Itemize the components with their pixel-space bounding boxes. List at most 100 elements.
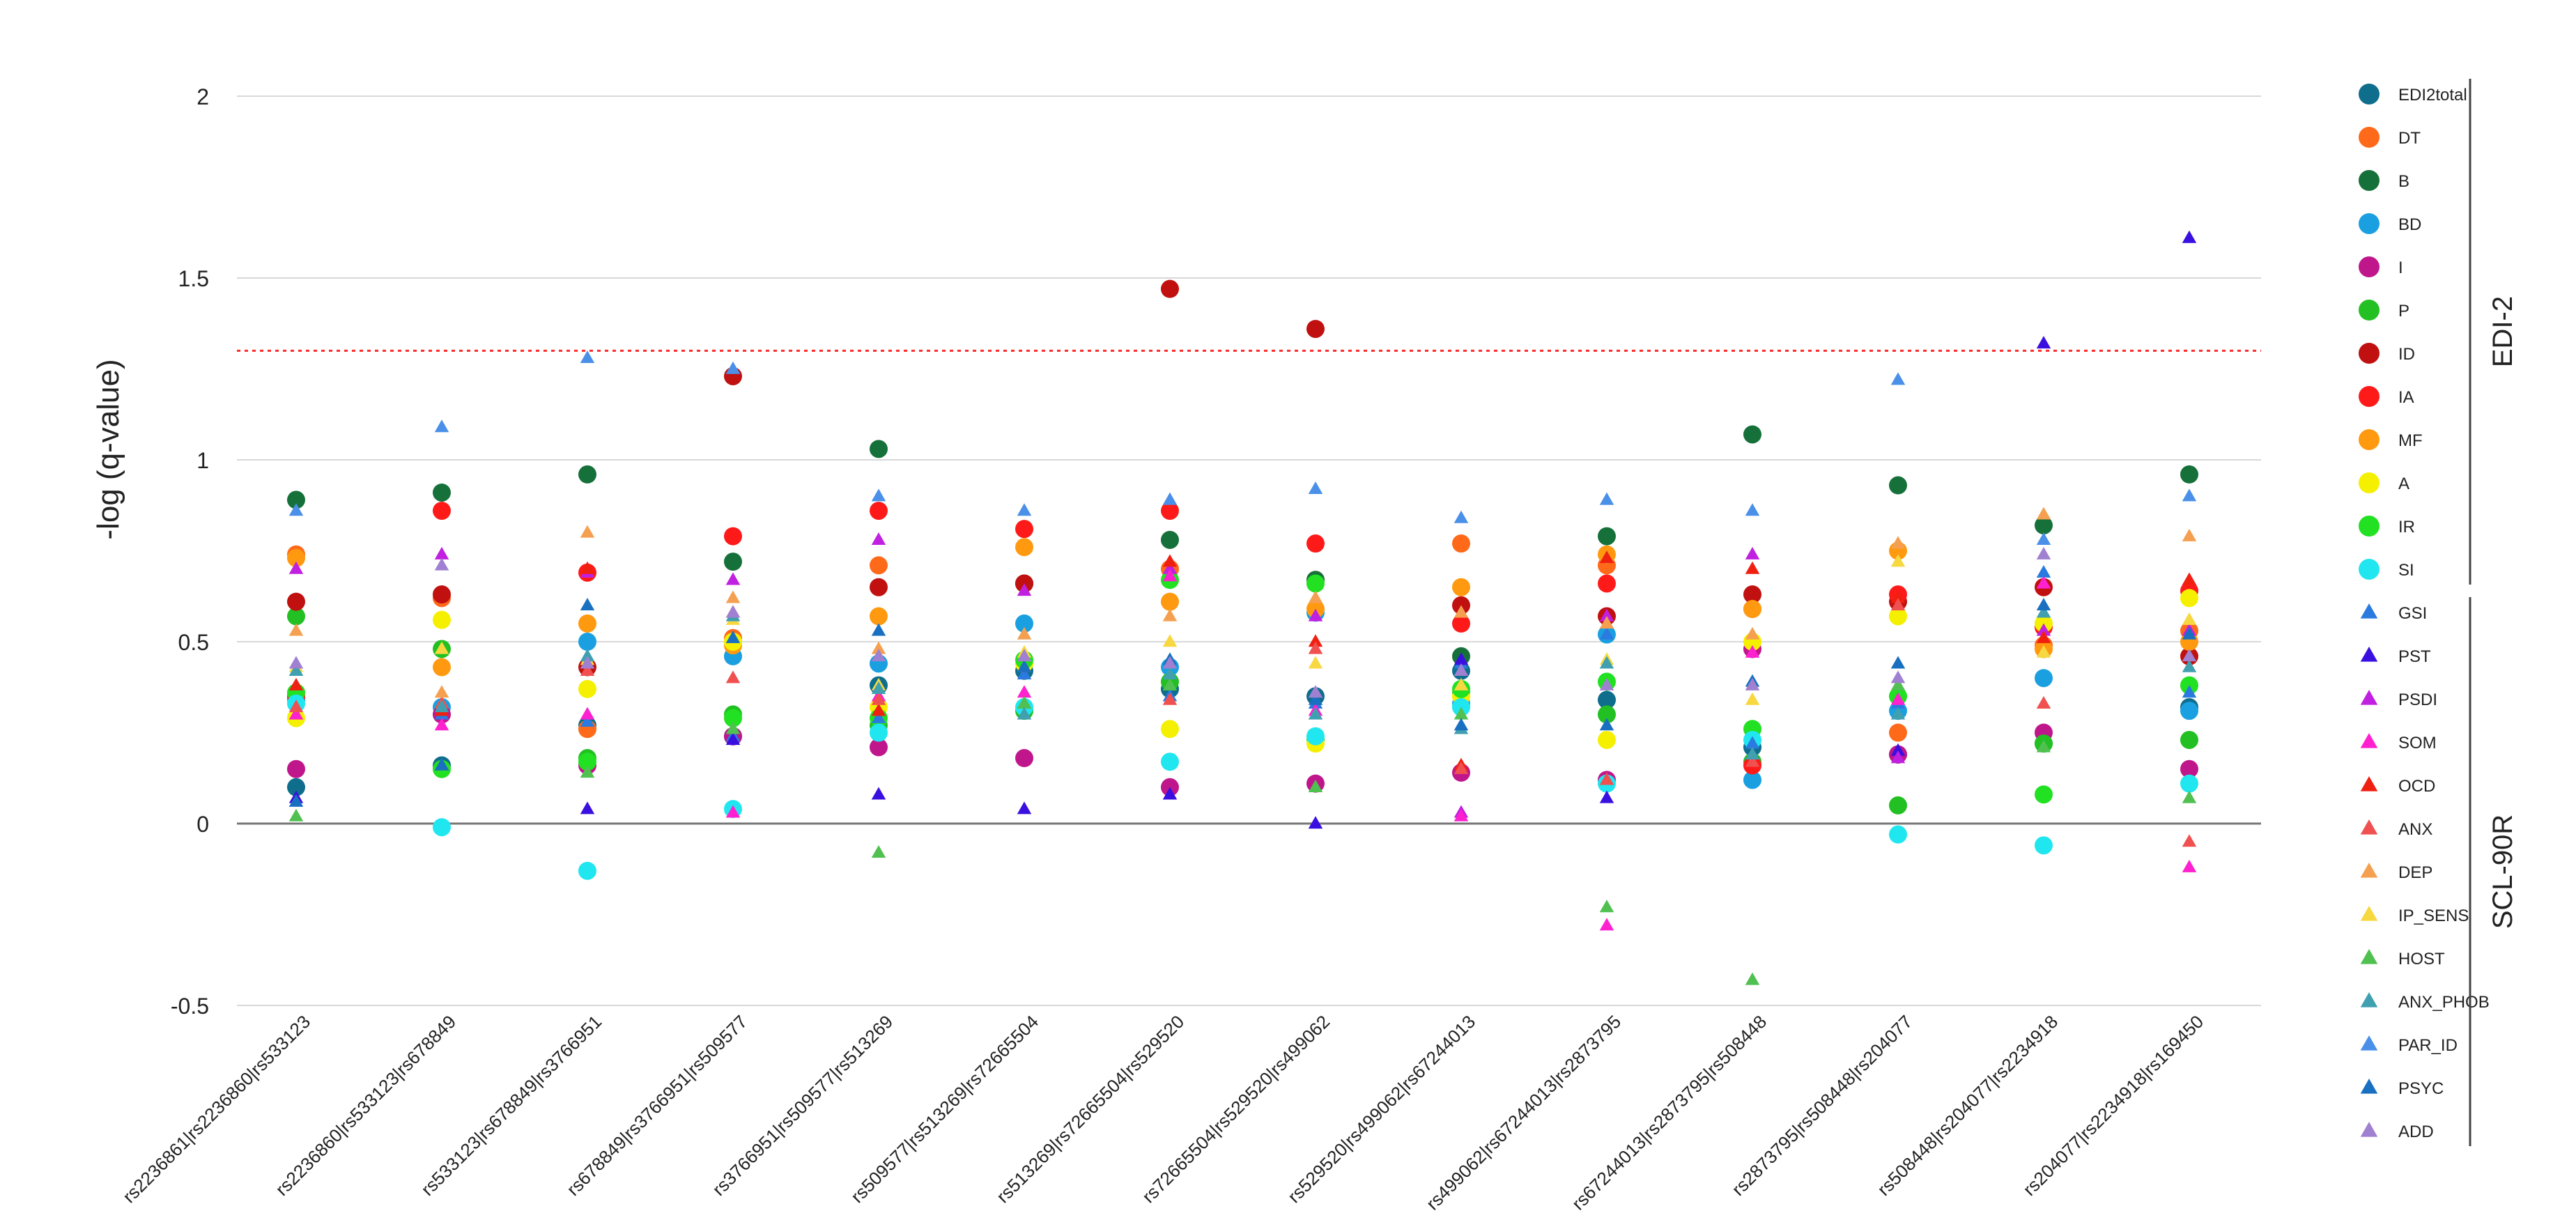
legend-marker-id xyxy=(2359,343,2380,364)
legend-label: ADD xyxy=(2398,1122,2434,1141)
legend-label: EDI2total xyxy=(2398,86,2467,105)
legend-label: MF xyxy=(2398,431,2423,450)
data-point-som xyxy=(1162,569,1178,582)
data-point-pst xyxy=(871,787,886,800)
data-point-host xyxy=(1308,780,1323,792)
data-point-gsi xyxy=(1599,626,1614,640)
data-point-psyc xyxy=(1599,718,1614,731)
data-point-dep xyxy=(725,590,741,603)
data-point-dep xyxy=(580,525,595,538)
data-point-psdi xyxy=(2036,623,2051,636)
data-point-ocd xyxy=(1599,550,1614,564)
legend-marker-bd xyxy=(2359,213,2380,234)
data-point-si xyxy=(1306,727,1325,746)
data-point-host xyxy=(1017,695,1032,709)
data-point-a xyxy=(578,679,596,698)
data-point-dep xyxy=(434,685,449,698)
legend-marker-gsi xyxy=(2360,603,2378,619)
legend-marker-dt xyxy=(2359,127,2380,148)
data-point-par-id xyxy=(1453,510,1469,523)
data-point-pst xyxy=(1162,787,1178,800)
y-tick-label: 0 xyxy=(196,812,209,837)
data-point-anx xyxy=(1308,641,1323,654)
legend-label: ID xyxy=(2398,345,2415,364)
data-point-dep xyxy=(1162,608,1178,622)
legend-marker-ia xyxy=(2359,386,2380,407)
data-point-dep xyxy=(1890,536,1906,549)
data-point-dep xyxy=(1599,616,1614,629)
legend-label: DT xyxy=(2398,129,2421,148)
data-point-host xyxy=(2036,739,2051,753)
y-tick-label: 0.5 xyxy=(178,630,209,655)
legend-label: SI xyxy=(2398,561,2414,580)
data-point-dep xyxy=(1308,590,1323,603)
data-point-bd xyxy=(2180,702,2198,720)
data-point-add xyxy=(2182,649,2197,662)
data-point-b xyxy=(1743,425,1761,444)
legend-label: SOM xyxy=(2398,734,2437,753)
data-point-psdi xyxy=(1599,608,1614,622)
data-point-add xyxy=(580,656,595,669)
data-point-dep xyxy=(288,623,304,636)
data-point-b xyxy=(1889,476,1907,495)
data-point-mf xyxy=(578,614,596,633)
data-point-host xyxy=(1453,707,1469,720)
data-point-par-id xyxy=(725,361,741,374)
data-point-dt xyxy=(1452,534,1470,553)
data-point-gsi xyxy=(1745,736,1760,749)
legend-marker-psyc xyxy=(2360,1079,2378,1094)
data-point-edi2total xyxy=(1598,690,1616,709)
data-point-par-id xyxy=(1599,492,1614,505)
legend-label: GSI xyxy=(2398,604,2427,623)
data-point-pst xyxy=(1017,801,1032,815)
data-point-pst xyxy=(2182,230,2197,243)
data-point-host xyxy=(1890,677,1906,690)
data-point-ir xyxy=(724,709,742,727)
data-point-b xyxy=(870,440,888,458)
data-point-b xyxy=(1161,530,1179,549)
data-point-add xyxy=(1162,656,1178,669)
data-point-mf xyxy=(1015,538,1033,557)
data-point-ia xyxy=(433,502,451,520)
data-point-si xyxy=(2035,836,2053,855)
data-point-anx-phob xyxy=(434,700,449,713)
data-point-b xyxy=(433,483,451,502)
data-point-anx-phob xyxy=(1745,747,1760,760)
legend-marker-ocd xyxy=(2360,776,2378,792)
data-point-id xyxy=(1161,279,1179,298)
legend-group-label: EDI-2 xyxy=(2488,296,2518,367)
data-point-ia xyxy=(1306,534,1325,553)
data-point-ocd xyxy=(288,677,304,690)
data-point-ip-sens xyxy=(1453,677,1469,690)
legend-marker-dep xyxy=(2360,863,2378,878)
data-point-b xyxy=(724,553,742,571)
data-point-bd xyxy=(1743,771,1761,789)
data-point-pst xyxy=(2036,336,2051,349)
data-point-ip-sens xyxy=(434,641,449,654)
data-point-anx-phob xyxy=(1890,707,1906,720)
data-point-anx xyxy=(871,692,886,705)
grid-lines xyxy=(237,95,2261,1006)
legend-label: B xyxy=(2398,172,2409,191)
legend-marker-a xyxy=(2359,472,2380,493)
legend-label: ANX_PHOB xyxy=(2398,993,2490,1012)
legend-label: HOST xyxy=(2398,950,2445,969)
data-point-anx xyxy=(1453,761,1469,774)
data-point-add xyxy=(2036,546,2051,560)
data-point-a xyxy=(433,610,451,629)
data-point-ip-sens xyxy=(1890,554,1906,567)
data-point-dt xyxy=(870,556,888,575)
data-point-si xyxy=(433,818,451,837)
data-point-pst xyxy=(1599,790,1614,803)
data-point-par-id xyxy=(580,350,595,364)
data-point-psdi xyxy=(725,572,741,585)
legend-marker-par-id xyxy=(2360,1035,2378,1051)
data-point-add xyxy=(1017,649,1032,662)
y-tick-label: 2 xyxy=(196,84,209,109)
data-point-pst xyxy=(580,801,595,815)
data-point-add xyxy=(1890,670,1906,684)
data-point-gsi xyxy=(2036,565,2051,578)
data-point-psdi xyxy=(871,532,886,546)
legend-marker-som xyxy=(2360,733,2378,748)
data-point-par-id xyxy=(871,488,886,502)
